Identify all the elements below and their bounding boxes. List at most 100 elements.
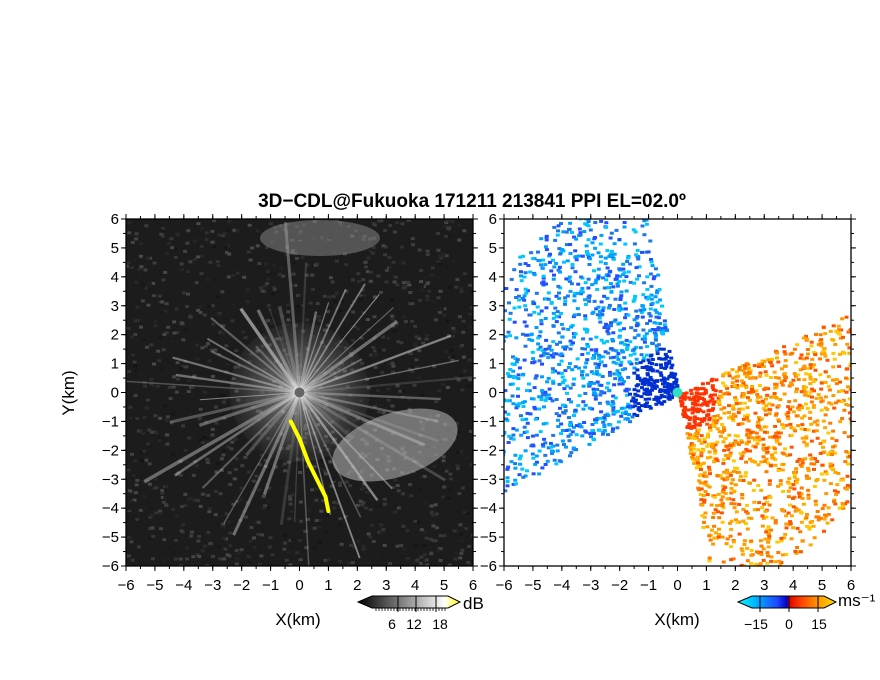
velocity-cell-positive [687,445,692,449]
velocity-cell-positive [818,442,823,445]
velocity-cell-negative [597,401,602,405]
figure-title: 3D−CDL@Fukuoka 171211 213841 PPI EL=02.0… [258,191,686,212]
velocity-cell-negative [489,374,493,377]
speckle [462,510,467,514]
intensity-colorbar-bar [356,595,462,609]
velocity-cell-negative [630,415,635,419]
speckle [401,261,406,265]
velocity-cell-negative [566,278,571,281]
velocity-cell-positive [712,524,717,528]
velocity-cell-negative [605,249,610,253]
velocity-cell-positive [766,358,771,362]
speckle [456,377,461,381]
speckle [249,526,254,529]
velocity-cell-positive [834,378,839,381]
velocity-cell-positive [721,440,726,444]
velocity-cell-positive [854,388,858,391]
velocity-cell-negative [539,354,544,358]
velocity-cell-positive [759,460,764,464]
velocity-cell-positive [773,451,778,455]
velocity-cell-positive [747,390,752,394]
velocity-cell-positive [831,445,836,449]
velocity-cell-negative [572,414,576,417]
velocity-cell-negative [647,390,652,394]
velocity-cell-negative [637,405,642,409]
velocity-cell-positive [793,429,798,433]
velocity-cell-positive [812,462,817,466]
velocity-cell-negative [568,423,572,427]
velocity-cell-positive [855,327,859,330]
speckle [328,460,333,464]
velocity-cell-negative [539,319,544,322]
speckle [280,464,285,468]
velocity-cell-positive [808,453,813,457]
velocity-cell-negative [616,357,621,361]
velocity-cell-negative [564,277,569,281]
velocity-cell-negative [617,378,622,382]
speckle [259,554,264,558]
speckle [290,284,295,288]
speckle [161,348,166,352]
velocity-cell-positive [718,434,723,438]
velocity-cell-negative [544,421,549,425]
velocity-cell-negative [636,257,641,261]
velocity-cell-positive [691,453,696,457]
velocity-cell-positive [695,387,700,391]
velocity-cell-negative [561,403,565,407]
velocity-cell-negative [671,375,675,379]
velocity-cell-positive [796,406,801,410]
speckle [273,466,278,469]
velocity-cell-negative [507,399,512,403]
speckle [344,289,349,293]
velocity-cell-positive [744,416,749,420]
velocity-cell-positive [831,338,836,342]
velocity-colorbar: −15 0 15 ms⁻¹ [736,591,876,632]
y-tick-label: −5 [102,529,119,546]
velocity-cell-positive [783,447,788,451]
speckle [172,550,176,554]
velocity-cell-positive [694,391,699,395]
speckle [257,488,262,492]
velocity-cell-positive [736,374,741,378]
velocity-cell-negative [624,275,629,279]
speckle [200,549,205,553]
velocity-cell-positive [799,520,804,524]
velocity-cell-positive [698,409,703,412]
velocity-cell-positive [803,390,808,394]
velocity-cell-positive [836,390,841,394]
velocity-cell-positive [743,414,747,418]
velocity-cell-negative [569,282,574,286]
velocity-cell-negative [594,366,599,370]
velocity-cell-negative [497,393,501,396]
speckle [318,467,323,471]
speckle [266,493,271,497]
speckle [399,544,404,548]
velocity-cell-negative [575,307,580,311]
speckle [326,238,331,242]
velocity-cell-positive [685,432,690,436]
velocity-cell-positive [794,551,799,555]
velocity-cell-positive [693,387,698,391]
x-tick-label: 6 [469,577,477,594]
velocity-cell-negative [674,378,679,382]
speckle [161,278,166,282]
velocity-cell-negative [577,366,581,370]
speckle [245,563,250,566]
speckle [454,375,458,379]
velocity-cell-negative [490,434,494,437]
y-tick-label: −1 [102,413,119,430]
velocity-cell-positive [860,455,864,458]
speckle [153,319,158,323]
speckle [193,498,198,502]
velocity-cell-positive [731,490,736,494]
velocity-cell-positive [728,442,733,446]
speckle [155,384,160,388]
speckle [152,261,157,265]
speckle [285,486,290,490]
velocity-cell-positive [687,422,692,426]
x-tick-label: −3 [204,577,221,594]
velocity-cell-positive [818,333,823,337]
speckle [286,303,291,307]
speckle [317,540,322,544]
